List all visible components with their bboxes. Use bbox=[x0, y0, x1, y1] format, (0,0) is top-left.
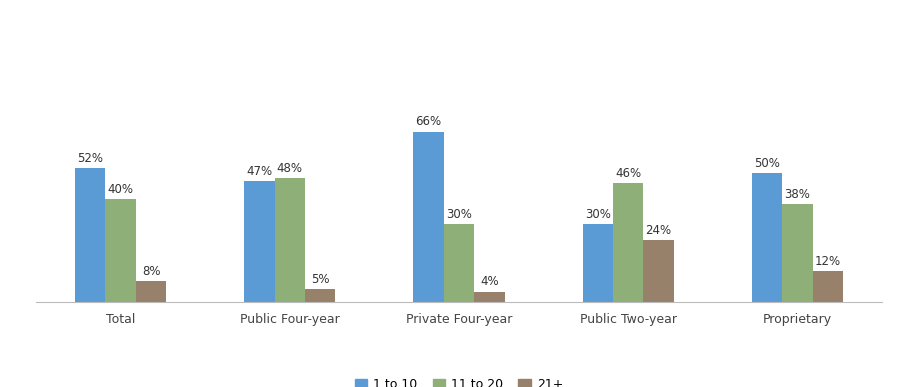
Bar bbox=[444, 224, 474, 302]
Text: 50%: 50% bbox=[754, 157, 780, 170]
Text: 4%: 4% bbox=[480, 276, 499, 288]
Bar bbox=[644, 240, 674, 302]
Bar bbox=[613, 183, 644, 302]
Text: 38%: 38% bbox=[785, 188, 810, 201]
Text: 5%: 5% bbox=[311, 273, 329, 286]
Bar bbox=[582, 224, 613, 302]
Text: 30%: 30% bbox=[446, 208, 472, 221]
Bar bbox=[474, 291, 505, 302]
Bar bbox=[244, 181, 274, 302]
Bar bbox=[813, 271, 843, 302]
Text: 30%: 30% bbox=[585, 208, 611, 221]
Legend: 1 to 10, 11 to 20, 21+: 1 to 10, 11 to 20, 21+ bbox=[349, 373, 569, 387]
Text: 48%: 48% bbox=[277, 162, 302, 175]
Bar bbox=[75, 168, 105, 302]
Bar bbox=[752, 173, 782, 302]
Bar bbox=[305, 289, 336, 302]
Bar bbox=[413, 132, 444, 302]
Text: 40%: 40% bbox=[108, 183, 133, 195]
Text: 66%: 66% bbox=[416, 115, 442, 128]
Text: 24%: 24% bbox=[645, 224, 671, 237]
Bar bbox=[105, 199, 136, 302]
Text: 8%: 8% bbox=[142, 265, 160, 278]
Text: 46%: 46% bbox=[615, 167, 642, 180]
Bar bbox=[274, 178, 305, 302]
Text: 52%: 52% bbox=[77, 152, 104, 164]
Bar bbox=[136, 281, 166, 302]
Text: 12%: 12% bbox=[814, 255, 841, 268]
Text: 47%: 47% bbox=[247, 164, 273, 178]
Bar bbox=[782, 204, 813, 302]
